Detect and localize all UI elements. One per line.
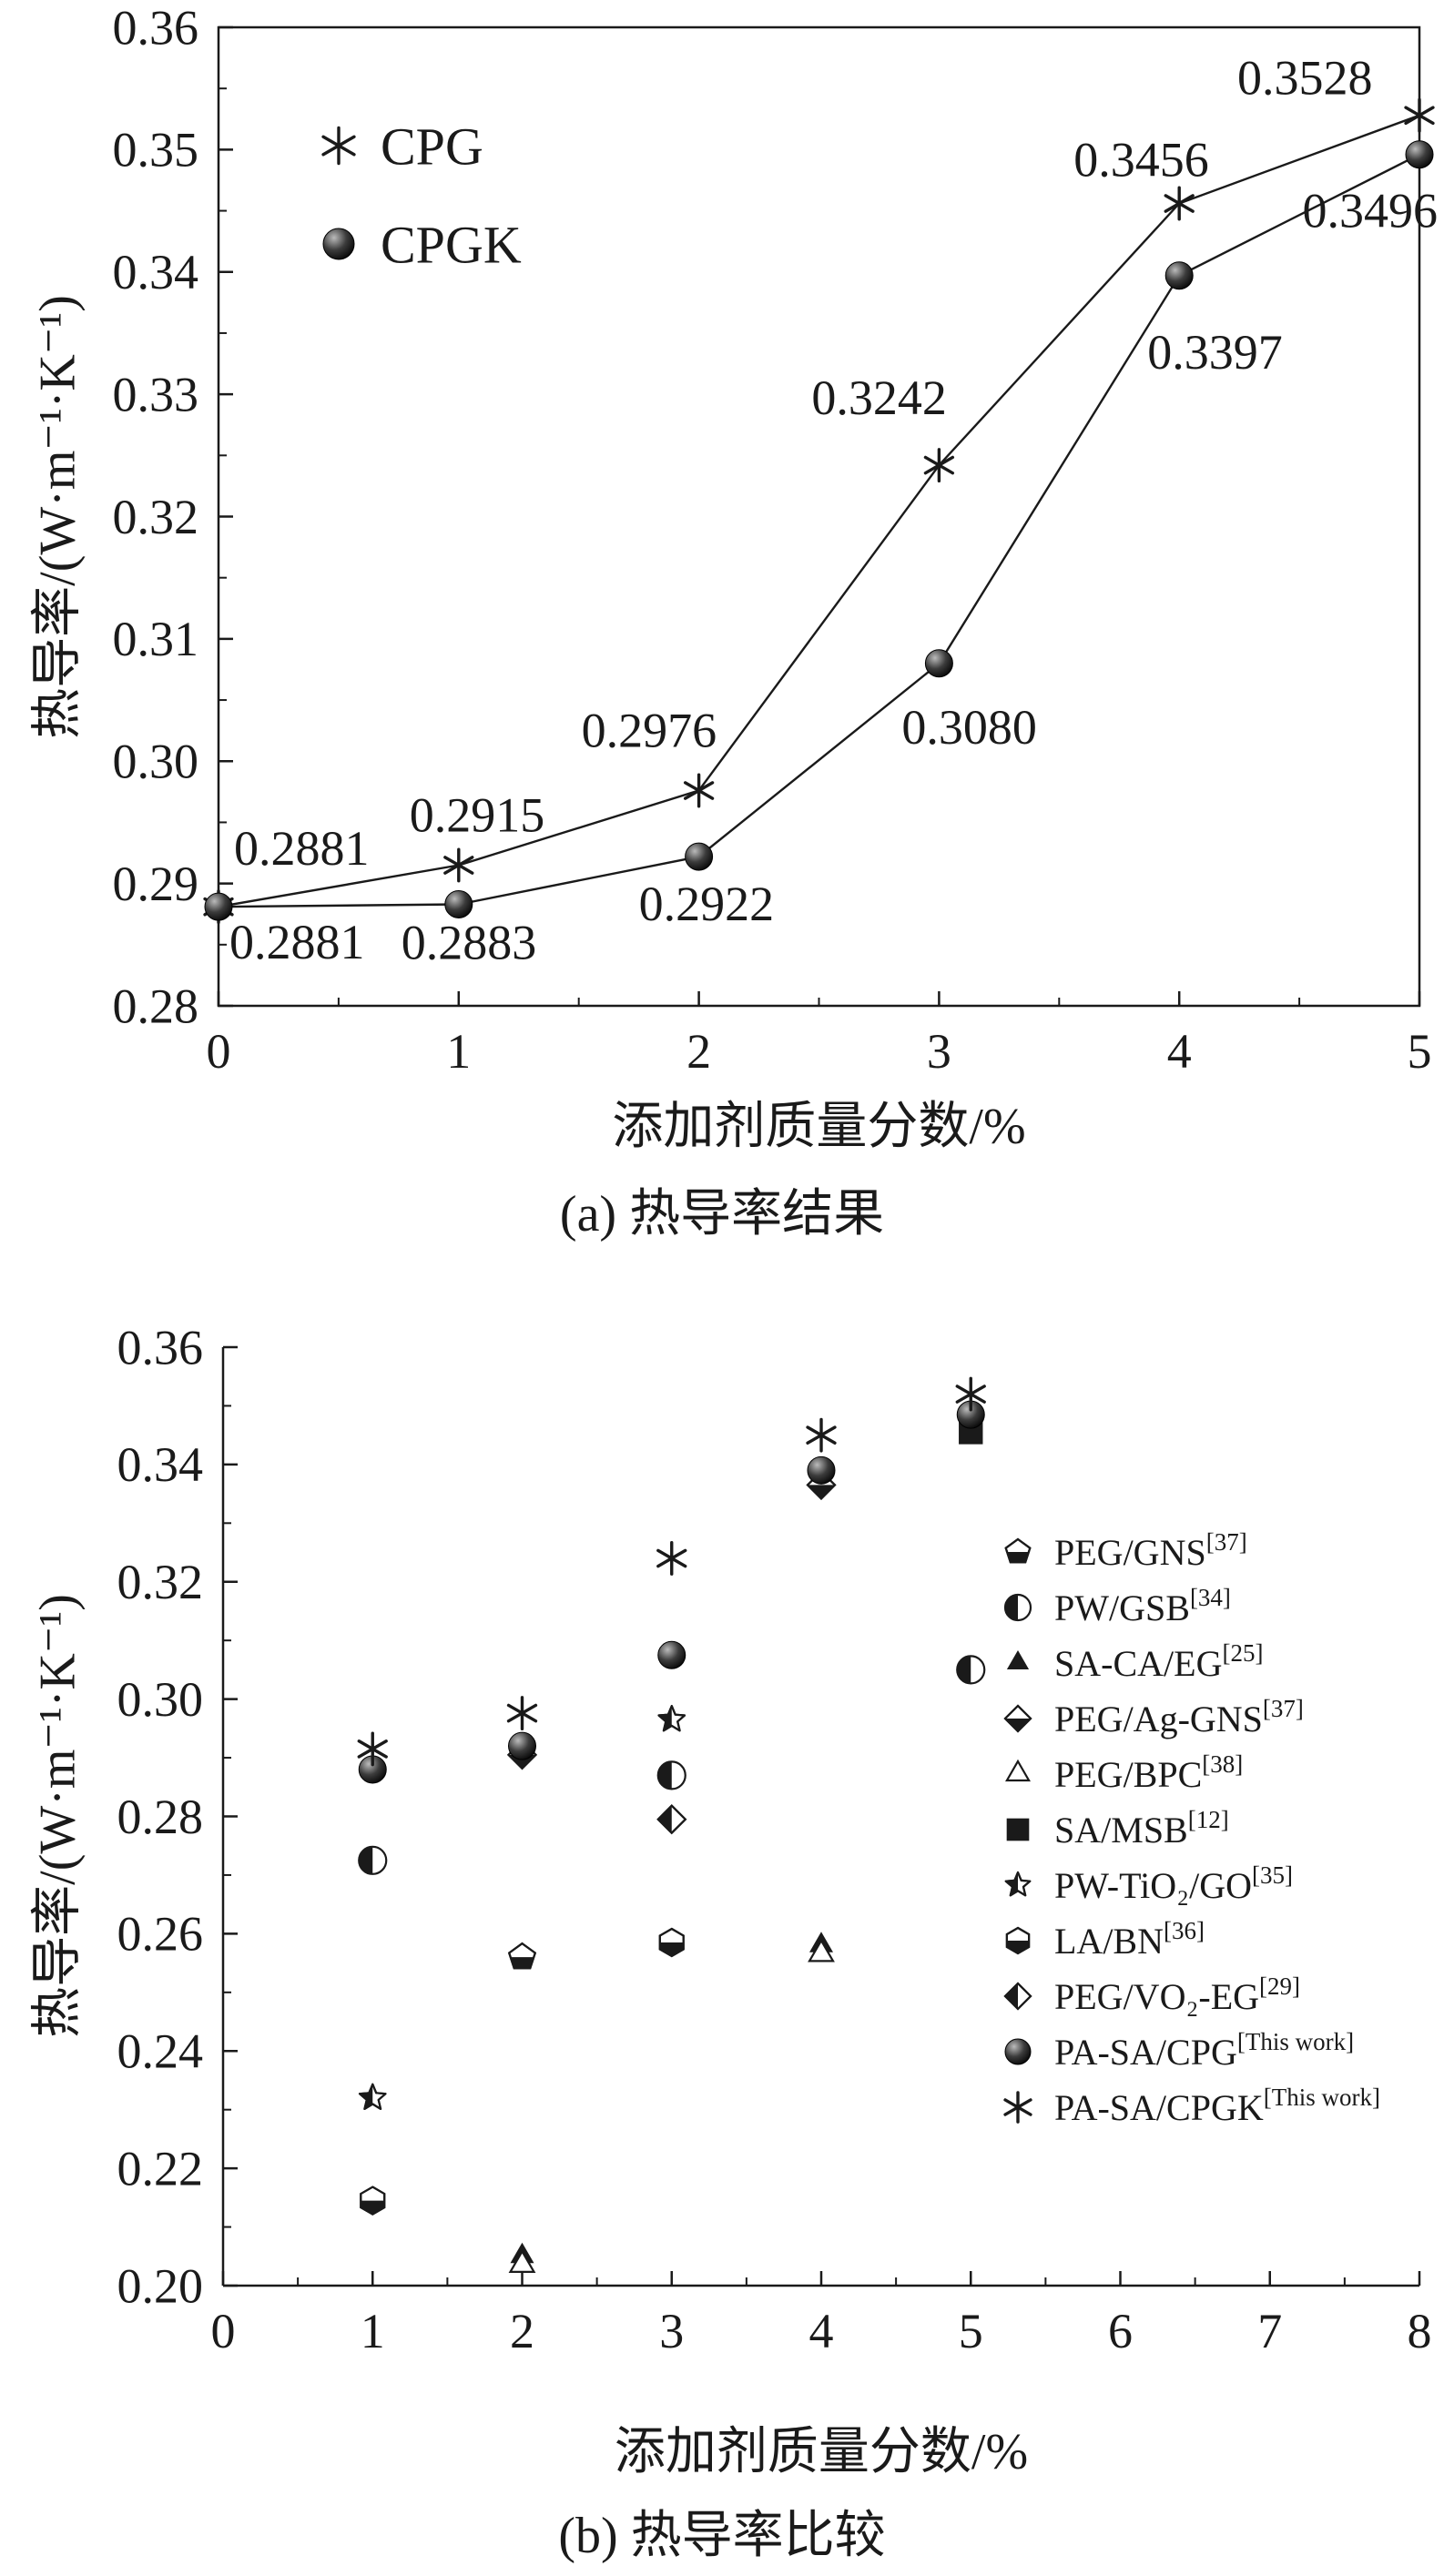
svg-text:3: 3: [659, 2304, 684, 2358]
svg-text:0.29: 0.29: [113, 857, 199, 911]
svg-text:0.34: 0.34: [113, 245, 199, 299]
panel-a-caption: (a) 热导率结果: [559, 1186, 885, 1242]
svg-text:0.3080: 0.3080: [901, 700, 1037, 755]
svg-text:PA-SA/CPGK[This work]: PA-SA/CPGK[This work]: [1054, 2084, 1380, 2128]
panel-b-caption: (b) 热导率比较: [558, 2508, 886, 2564]
svg-text:0.3242: 0.3242: [811, 370, 947, 425]
svg-text:PEG/GNS[37]: PEG/GNS[37]: [1054, 1528, 1247, 1573]
svg-text:3: 3: [927, 1024, 951, 1079]
svg-text:0.28: 0.28: [117, 1790, 204, 1844]
svg-text:0.32: 0.32: [113, 490, 199, 544]
chart-a-x-axis-label: 添加剂质量分数/%: [612, 1099, 1026, 1155]
panel-a: 0.28 0.29 0.30 0.31 0.32 0.33 0.34 0.35 0.36 0 1 2 3…: [29, 0, 1439, 1242]
svg-text:7: 7: [1257, 2304, 1282, 2358]
svg-text:0.26: 0.26: [117, 1907, 204, 1962]
svg-text:0.20: 0.20: [117, 2258, 204, 2313]
svg-text:0: 0: [211, 2304, 236, 2358]
svg-text:0.2922: 0.2922: [639, 877, 775, 931]
svg-text:0.22: 0.22: [117, 2141, 204, 2196]
svg-text:0.30: 0.30: [117, 1672, 204, 1727]
panel-b: 0.20 0.22 0.24 0.26 0.28 0.30 0.32 0.34 0.36 0 1 2 3…: [0, 1293, 1444, 2576]
svg-text:0.28: 0.28: [113, 979, 199, 1033]
chart-a-y-axis-label: 热导率/(W·m⁻¹·K⁻¹): [29, 295, 86, 739]
svg-text:PEG/VO₂-EG[29]: PEG/VO₂-EG[29]: [1054, 1973, 1300, 2017]
svg-text:2: 2: [686, 1024, 711, 1079]
chart-a-canvas: 0.28 0.29 0.30 0.31 0.32 0.33 0.34 0.35 0.36 0 1 2 3…: [113, 0, 1439, 1079]
svg-text:2: 2: [510, 2304, 534, 2358]
svg-text:0.2881: 0.2881: [229, 915, 365, 969]
svg-text:PEG/Ag-GNS[37]: PEG/Ag-GNS[37]: [1054, 1695, 1304, 1739]
svg-text:0.36: 0.36: [113, 0, 199, 55]
svg-text:0.3456: 0.3456: [1073, 133, 1209, 188]
svg-text:0.3528: 0.3528: [1237, 51, 1373, 106]
svg-text:SA-CA/EG[25]: SA-CA/EG[25]: [1054, 1639, 1263, 1684]
svg-text:CPG: CPG: [381, 117, 483, 176]
svg-text:0.35: 0.35: [113, 123, 199, 177]
svg-text:0.36: 0.36: [117, 1320, 204, 1374]
svg-text:8: 8: [1408, 2304, 1432, 2358]
svg-text:CPGK: CPGK: [381, 215, 522, 274]
chart-b-y-axis-label: 热导率/(W·m⁻¹·K⁻¹): [29, 1594, 86, 2038]
svg-text:1: 1: [361, 2304, 385, 2358]
svg-text:0.2881: 0.2881: [234, 821, 370, 876]
svg-text:0.30: 0.30: [113, 735, 199, 789]
svg-text:0.32: 0.32: [117, 1555, 204, 1609]
chart-b-x-axis-label: 添加剂质量分数/%: [614, 2424, 1029, 2480]
svg-text:LA/BN[36]: LA/BN[36]: [1054, 1917, 1205, 1962]
svg-text:0.31: 0.31: [113, 612, 199, 666]
svg-text:1: 1: [446, 1024, 471, 1079]
svg-text:0.34: 0.34: [117, 1437, 204, 1492]
svg-text:6: 6: [1108, 2304, 1133, 2358]
svg-text:0.33: 0.33: [113, 367, 199, 421]
svg-text:0.3496: 0.3496: [1303, 184, 1439, 238]
svg-text:SA/MSB[12]: SA/MSB[12]: [1054, 1806, 1229, 1851]
svg-text:0.2883: 0.2883: [402, 916, 537, 970]
svg-text:0.2976: 0.2976: [582, 704, 717, 758]
svg-text:0: 0: [207, 1024, 231, 1079]
svg-text:0.24: 0.24: [117, 2024, 204, 2079]
svg-text:0.3397: 0.3397: [1147, 325, 1283, 380]
svg-text:PEG/BPC[38]: PEG/BPC[38]: [1054, 1750, 1243, 1795]
svg-text:4: 4: [1167, 1024, 1192, 1079]
svg-text:4: 4: [809, 2304, 834, 2358]
svg-text:0.2915: 0.2915: [410, 788, 545, 843]
svg-text:5: 5: [959, 2304, 983, 2358]
svg-text:PA-SA/CPG[This work]: PA-SA/CPG[This work]: [1054, 2028, 1354, 2073]
svg-text:PW-TiO₂/GO[35]: PW-TiO₂/GO[35]: [1054, 1861, 1293, 1906]
svg-text:5: 5: [1408, 1024, 1432, 1079]
svg-text:PW/GSB[34]: PW/GSB[34]: [1054, 1584, 1231, 1628]
chart-b-canvas: 0.20 0.22 0.24 0.26 0.28 0.30 0.32 0.34 0.36 0 1 2 3…: [117, 1320, 1432, 2358]
